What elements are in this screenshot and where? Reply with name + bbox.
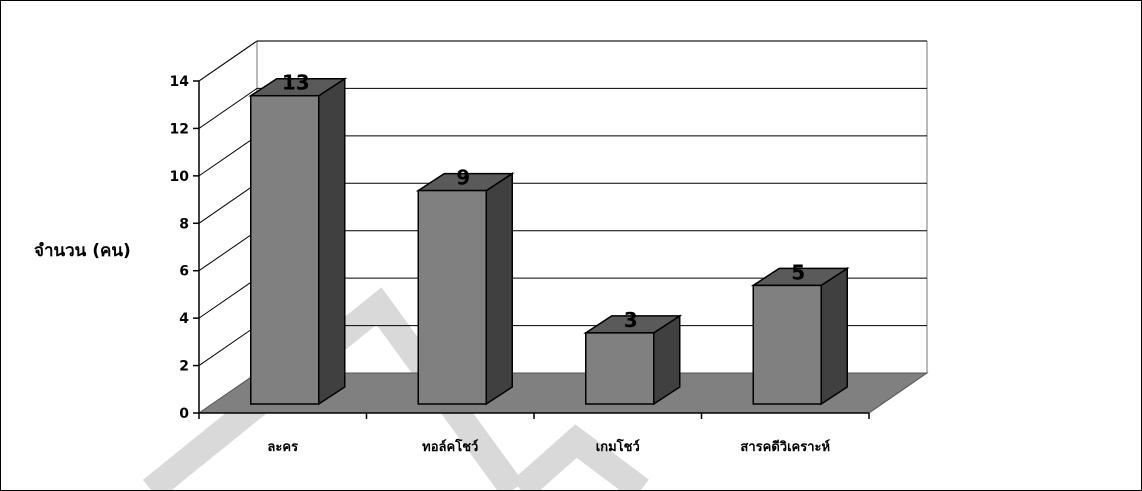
gridline-side: [198, 325, 258, 366]
data-label: 9: [456, 166, 470, 190]
bar-front: [752, 284, 822, 405]
gridline-side: [198, 40, 258, 82]
x-tick-label: เกมโชว์: [596, 438, 640, 455]
y-tick-label: 2: [179, 359, 189, 375]
x-axis: ละคร ทอล์คโชว์ เกมโชว์ สารคดีวิเคราะห์: [198, 412, 870, 455]
watermark-stroke: [142, 287, 524, 490]
watermark-stroke: [512, 424, 649, 490]
bar-front: [250, 94, 320, 405]
bar-side: [820, 267, 848, 406]
x-tick-label: ละคร: [267, 440, 298, 455]
x-tick-label: สารคดีวิเคราะห์: [740, 439, 830, 455]
y-axis: 0 2 4 6 8 10 12 14: [170, 74, 200, 422]
gridline-side: [198, 230, 258, 272]
bar-front: [417, 189, 487, 405]
bar-side: [318, 77, 346, 406]
bar: [583, 314, 683, 406]
bar-front: [585, 332, 655, 405]
data-label: 13: [282, 71, 310, 95]
y-tick-label: 0: [179, 406, 189, 422]
data-label: 3: [624, 308, 638, 332]
x-tick-label: ทอล์คโชว์: [422, 438, 478, 455]
watermark: [142, 287, 649, 490]
y-tick-label: 12: [170, 121, 189, 137]
y-tick-label: 4: [179, 311, 189, 327]
gridline-side: [198, 277, 258, 319]
bar: [415, 172, 515, 406]
y-tick-label: 10: [170, 169, 190, 185]
bar-side: [485, 172, 513, 406]
gridline-side: [198, 135, 258, 177]
bars: 13 9 3 5: [248, 71, 850, 406]
bar: [248, 77, 348, 406]
y-axis-label: จำนวน (คน): [34, 241, 131, 261]
y-tick-label: 14: [170, 74, 190, 90]
y-tick-label: 8: [179, 216, 189, 232]
y-tick-label: 6: [179, 264, 189, 280]
bar: [750, 267, 850, 406]
data-label: 5: [791, 260, 805, 284]
gridline-side: [198, 88, 258, 129]
gridline-side: [198, 182, 258, 224]
